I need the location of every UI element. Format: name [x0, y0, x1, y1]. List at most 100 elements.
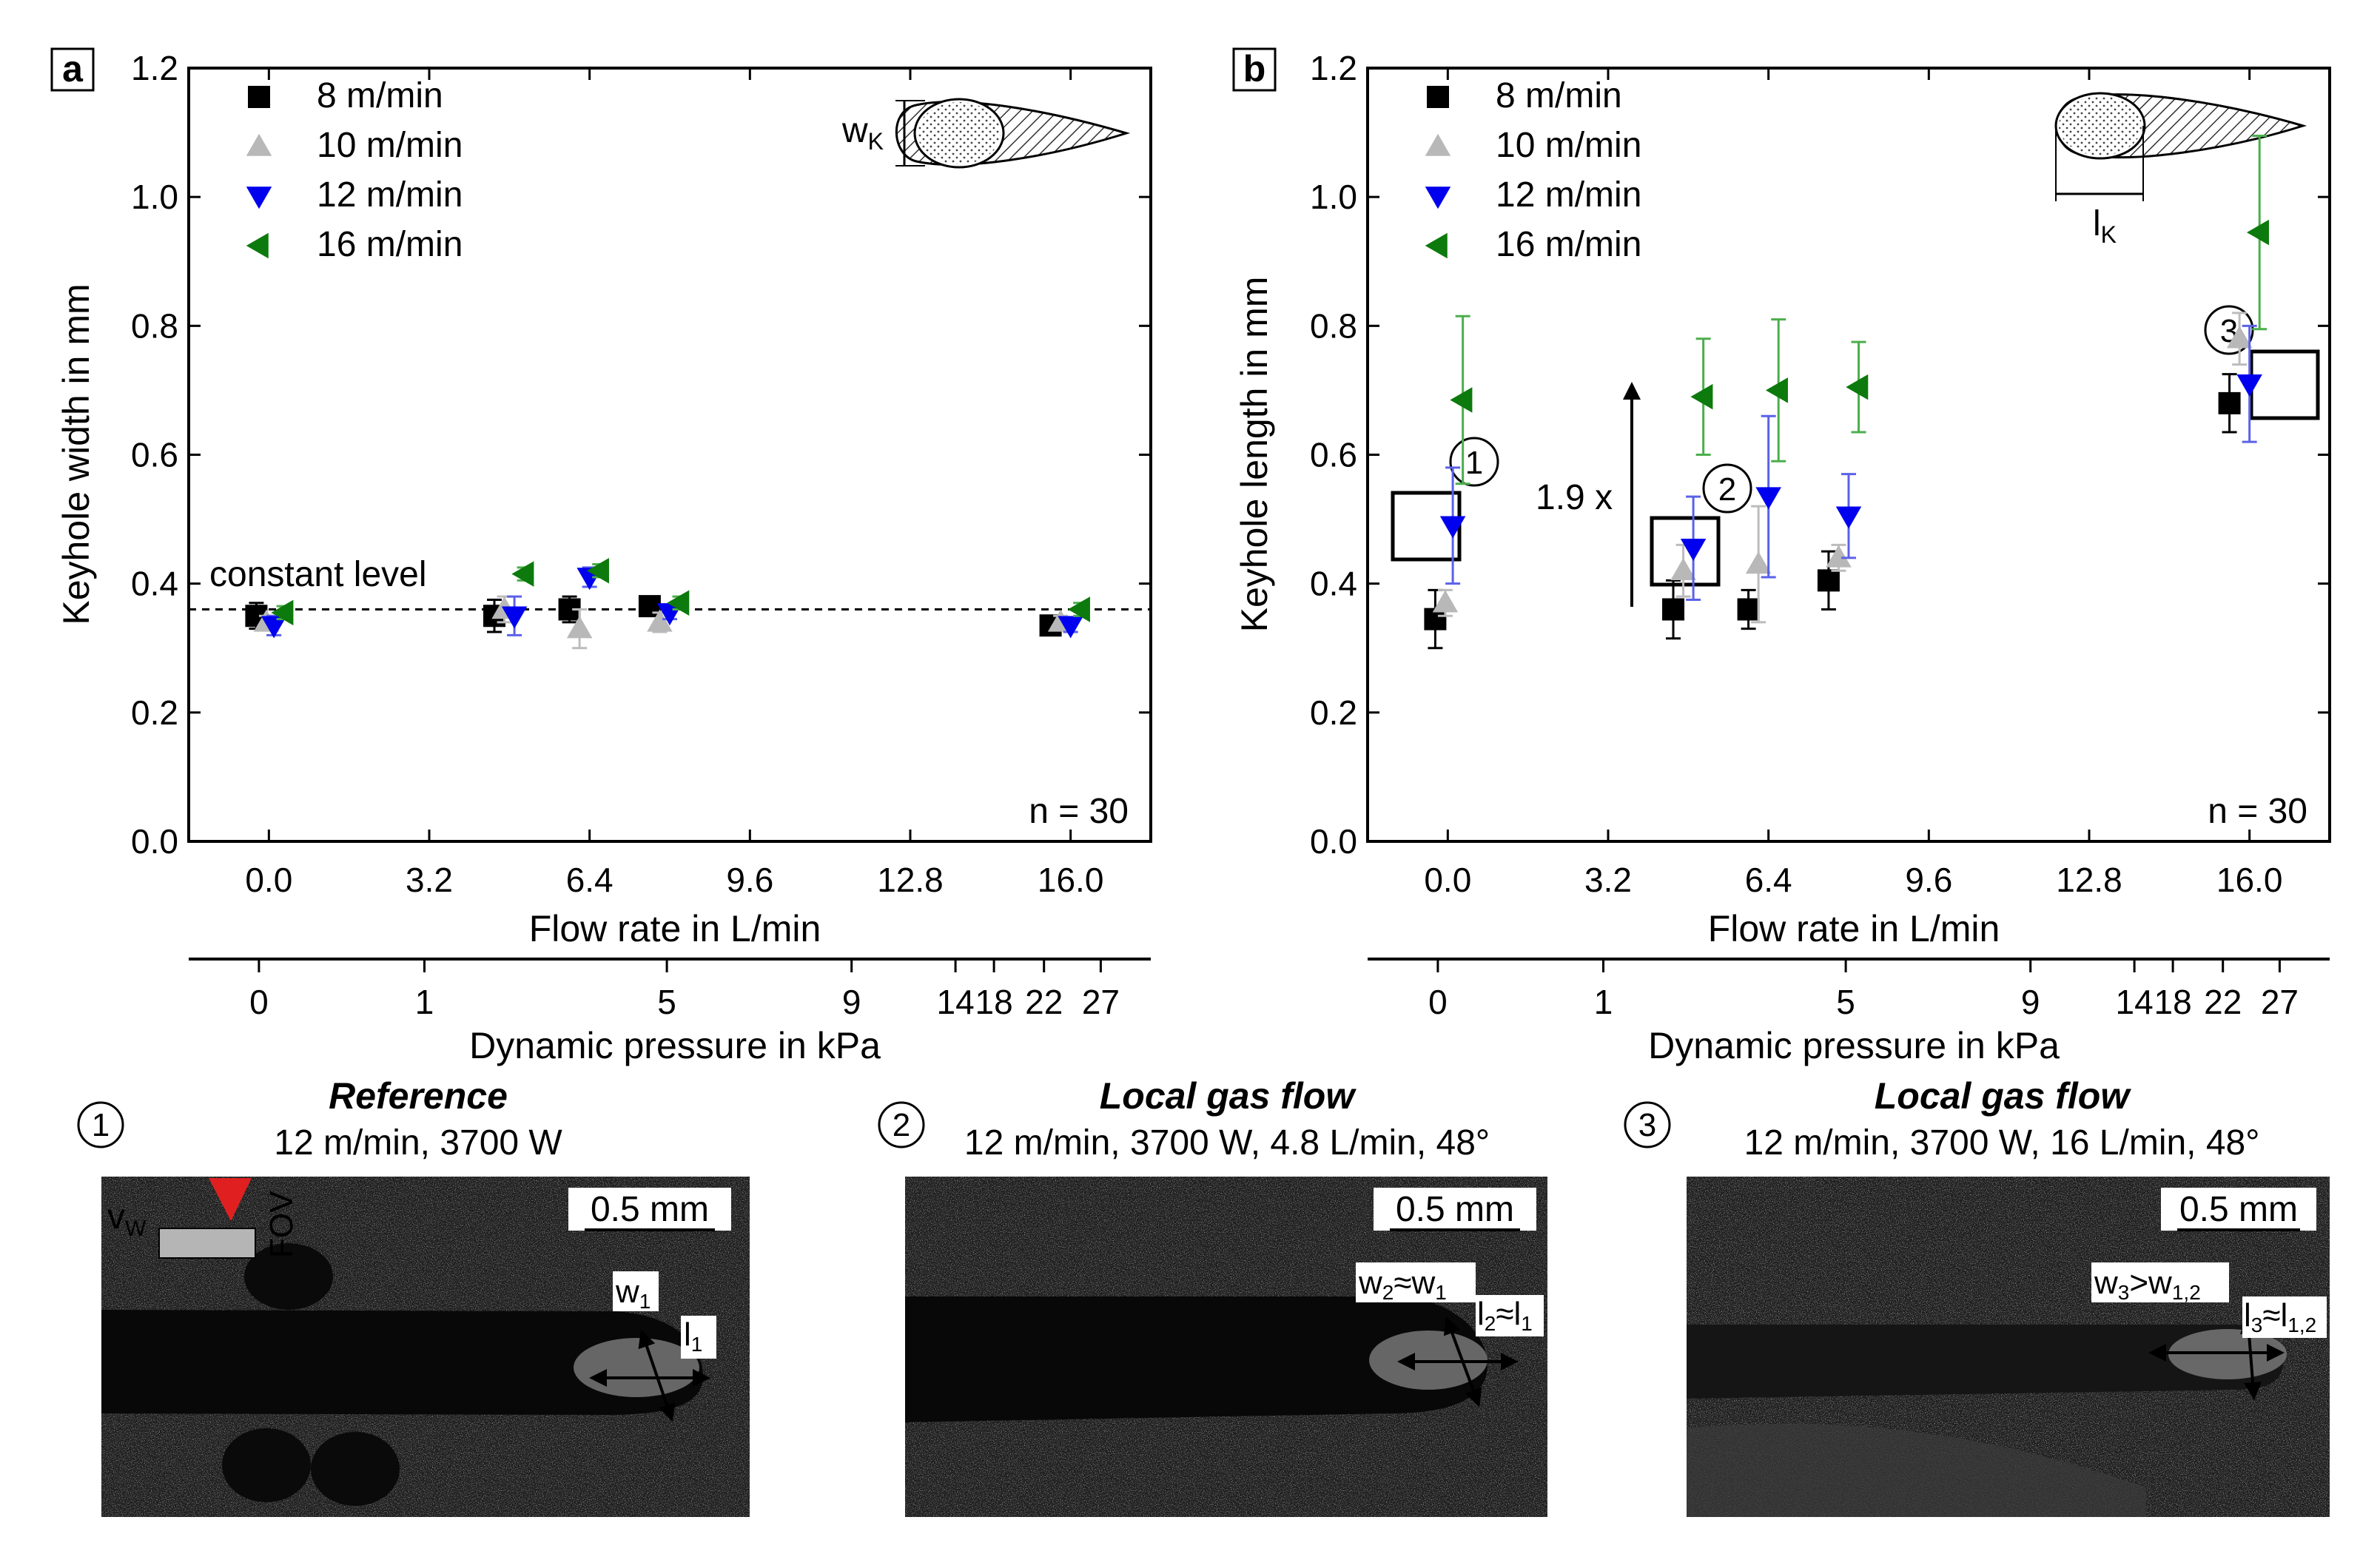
panel-b-letter: b — [1243, 48, 1266, 90]
x-tick-label: 0.0 — [245, 861, 292, 899]
y-tick-label: 0.4 — [1310, 565, 1357, 603]
increase-arrow-label: 1.9 x — [1536, 478, 1613, 517]
panel-a: 0.0 0.2 0.4 0.6 0.8 1.0 1.2 0.0 3.2 6.4 9.6 12.8 16.… — [50, 47, 1152, 1066]
svg-text:l1: l1 — [684, 1316, 702, 1356]
legend-label: 16 m/min — [1496, 225, 1641, 264]
panel-b-marks — [1424, 134, 2269, 650]
panel-a-axes: 0.0 0.2 0.4 0.6 0.8 1.0 1.2 0.0 3.2 6.4 9.6 12.8 16.… — [131, 49, 1151, 1021]
data-point — [511, 561, 534, 587]
legend-label: 10 m/min — [317, 126, 463, 165]
svg-text:l3≈l1,2: l3≈l1,2 — [2244, 1297, 2316, 1336]
x-tick-label: 16.0 — [1038, 861, 1104, 899]
data-point — [1424, 608, 1447, 630]
keyhole-length-inset: lK — [2054, 92, 2307, 248]
data-point — [1826, 545, 1852, 568]
data-point — [1432, 590, 1459, 613]
photo-2-subtitle: 12 m/min, 3700 W, 4.8 L/min, 48° — [964, 1123, 1490, 1163]
data-point — [647, 609, 673, 632]
legend-label: 16 m/min — [317, 225, 463, 264]
pressure-tick-label: 1 — [415, 983, 434, 1021]
y-tick-label: 1.0 — [131, 178, 178, 216]
photo-3-title: Local gas flow — [1875, 1075, 2132, 1117]
pressure-tick-label: 14 — [937, 983, 975, 1021]
pressure-tick-label: 1 — [1594, 983, 1613, 1021]
panel-a-letter: a — [62, 48, 84, 90]
y-tick-label: 0.6 — [1310, 436, 1357, 474]
data-point — [1737, 598, 1760, 621]
y-tick-label: 0.6 — [131, 436, 178, 474]
panel-b-legend: 8 m/min 10 m/min 12 m/min 16 m/min — [1425, 76, 1641, 264]
data-point — [1690, 383, 1713, 410]
svg-text:l2≈l1: l2≈l1 — [1477, 1296, 1533, 1335]
pressure-tick-label: 18 — [2154, 983, 2192, 1021]
data-point — [1680, 539, 1707, 562]
legend-label: 8 m/min — [1496, 76, 1622, 115]
data-point — [1439, 516, 1466, 539]
panel-a-ylabel: Keyhole width in mm — [56, 283, 97, 625]
panel-b-letter-box — [1232, 47, 1277, 92]
photo-3-marker — [1624, 1101, 1671, 1148]
y-tick-label: 1.2 — [131, 49, 178, 87]
pressure-tick-label: 27 — [2261, 983, 2299, 1021]
pressure-tick-label: 14 — [2116, 983, 2154, 1021]
photo-local-gas-flow-2: 3 Local gas flow 12 m/min, 3700 W, 16 L/… — [1624, 1075, 2330, 1517]
panel-b-n-label: n = 30 — [2208, 792, 2307, 831]
pressure-tick-label: 18 — [975, 983, 1013, 1021]
panel-a-n-label: n = 30 — [1029, 792, 1129, 831]
data-point — [1067, 596, 1090, 622]
pressure-tick-label: 0 — [1428, 983, 1448, 1021]
x-tick-label: 9.6 — [726, 861, 773, 899]
y-tick-label: 0.2 — [1310, 693, 1357, 732]
svg-text:2: 2 — [892, 1107, 910, 1143]
panel-a-marks — [245, 558, 1090, 650]
legend-label: 8 m/min — [317, 76, 443, 115]
keyhole-width-inset: wK — [841, 98, 1131, 169]
svg-text:1: 1 — [1465, 445, 1483, 481]
svg-text:vW: vW — [107, 1197, 147, 1241]
x-tick-label: 3.2 — [1584, 861, 1632, 899]
legend-marker — [246, 232, 269, 259]
legend-label: 12 m/min — [317, 175, 463, 215]
photo-2-title: Local gas flow — [1100, 1075, 1357, 1117]
photo-1-subtitle: 12 m/min, 3700 W — [274, 1123, 562, 1163]
x-tick-label: 12.8 — [877, 861, 944, 899]
data-point — [260, 616, 287, 639]
x-tick-label: 16.0 — [2216, 861, 2283, 899]
legend-marker — [248, 86, 270, 108]
y-tick-label: 0.8 — [1310, 306, 1357, 345]
data-point — [1846, 374, 1869, 400]
legend-marker — [246, 133, 272, 156]
legend-label: 10 m/min — [1496, 126, 1641, 165]
legend-marker — [1425, 133, 1451, 156]
highlight-box-3 — [2249, 349, 2320, 420]
y-tick-label: 0.0 — [1310, 822, 1357, 861]
x-tick-label: 6.4 — [566, 861, 614, 899]
data-point — [501, 606, 528, 629]
panel-a-x2label: Dynamic pressure in kPa — [469, 1025, 881, 1066]
y-tick-label: 0.4 — [131, 565, 178, 603]
reference-line-label: constant level — [209, 555, 427, 594]
data-point — [1670, 558, 1696, 580]
y-tick-label: 0.0 — [131, 822, 178, 861]
data-point — [271, 599, 294, 626]
panel-a-letter-box — [50, 47, 95, 92]
svg-text:3: 3 — [1638, 1107, 1656, 1143]
data-point — [1450, 387, 1473, 413]
photo-reference: 1 Reference 12 m/min, 3700 W vW FOV 0.5 … — [77, 1075, 750, 1517]
pressure-tick-label: 5 — [657, 983, 676, 1021]
data-point — [2226, 326, 2253, 349]
photo-1-marker — [77, 1101, 124, 1148]
data-point — [667, 590, 690, 616]
x-tick-label: 3.2 — [406, 861, 453, 899]
x-tick-label: 0.0 — [1424, 861, 1471, 899]
data-point — [1662, 598, 1685, 621]
data-point — [566, 616, 593, 639]
panel-b-axes: 0.0 0.2 0.4 0.6 0.8 1.0 1.2 0.0 3.2 6.4 9.6 12.8 16.… — [1310, 49, 2330, 1021]
pressure-tick-label: 9 — [2021, 983, 2040, 1021]
x-tick-label: 6.4 — [1745, 861, 1792, 899]
data-point — [2218, 391, 2241, 414]
photo-2-scale: 0.5 mm — [1396, 1190, 1514, 1229]
y-tick-label: 0.8 — [131, 306, 178, 345]
svg-text:1: 1 — [92, 1107, 110, 1143]
